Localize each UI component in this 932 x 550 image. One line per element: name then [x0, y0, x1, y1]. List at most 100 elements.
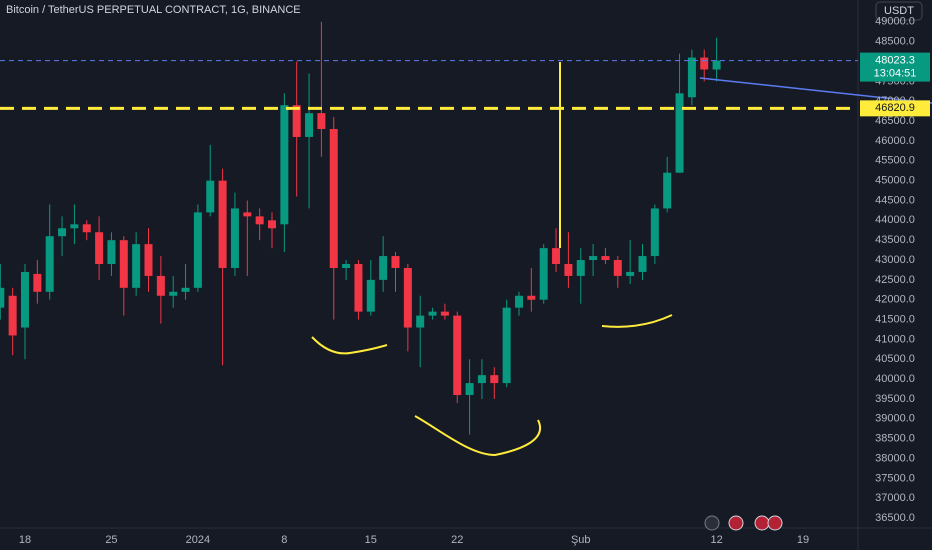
candle-body: [169, 291, 178, 296]
event-icon[interactable]: [704, 515, 720, 531]
y-tick-label: 45000.0: [875, 175, 915, 187]
y-tick-label: 40500.0: [875, 353, 915, 365]
candle-body: [305, 113, 314, 137]
candle-body: [663, 172, 672, 209]
candle-body: [502, 307, 511, 384]
candle-body: [8, 295, 17, 336]
price-countdown: 13:04:51: [874, 68, 917, 80]
candle-body: [354, 264, 363, 312]
y-tick-label: 38000.0: [875, 452, 915, 464]
currency-button-label[interactable]: USDT: [884, 5, 914, 17]
candle-body: [255, 216, 264, 225]
drawn-curve: [414, 415, 541, 457]
y-tick-label: 44000.0: [875, 214, 915, 226]
candle-body: [82, 224, 91, 233]
x-tick-label: 8: [281, 534, 287, 546]
candle-body: [490, 375, 499, 384]
x-tick-label: 25: [105, 534, 117, 546]
event-icons[interactable]: [704, 515, 783, 531]
candle-body: [477, 375, 486, 384]
candle-body: [95, 232, 104, 264]
x-tick-label: 22: [451, 534, 463, 546]
y-tick-label: 45500.0: [875, 155, 915, 167]
x-tick-label: 15: [365, 534, 377, 546]
candle-body: [342, 264, 351, 268]
y-tick-label: 42500.0: [875, 274, 915, 286]
candle-body: [601, 256, 610, 261]
candle-body: [453, 315, 462, 396]
candle-body: [21, 271, 29, 328]
candle-body: [403, 267, 412, 328]
candle-body: [379, 256, 388, 280]
candle-body: [650, 208, 659, 257]
y-tick-label: 48500.0: [875, 36, 915, 48]
plot-area: [0, 21, 721, 435]
candle-body: [564, 264, 573, 276]
event-icon[interactable]: [728, 515, 744, 531]
candle-body: [329, 129, 338, 268]
candle-body: [230, 208, 239, 268]
candle-body: [132, 244, 141, 288]
x-tick-label: 12: [710, 534, 722, 546]
candle-body: [428, 311, 437, 316]
y-tick-label: 36500.0: [875, 512, 915, 524]
candle-body: [119, 240, 128, 288]
y-tick-label: 40000.0: [875, 373, 915, 385]
candle-body: [317, 113, 326, 130]
price-label: 48023.3: [875, 55, 915, 67]
candle-body: [416, 315, 425, 328]
price-label-box: [860, 52, 930, 82]
y-tick-label: 39000.0: [875, 413, 915, 425]
y-tick-label: 46000.0: [875, 135, 915, 147]
candle-body: [527, 295, 536, 300]
candle-body: [107, 240, 116, 264]
candle-body: [539, 248, 548, 300]
drawn-curve: [311, 336, 388, 355]
y-tick-label: 43000.0: [875, 254, 915, 266]
currency-button[interactable]: [875, 1, 923, 21]
candle-body: [515, 295, 523, 308]
x-tick-label: Şub: [571, 534, 591, 546]
y-tick-label: 37500.0: [875, 472, 915, 484]
candle-body: [391, 256, 400, 268]
candle-body: [45, 236, 54, 292]
candle-body: [440, 311, 449, 316]
y-tick-label: 37000.0: [875, 492, 915, 504]
candle-body: [268, 220, 276, 229]
candle-body: [206, 180, 215, 213]
x-tick-label: 19: [797, 534, 809, 546]
candle-body: [0, 287, 5, 308]
candle-body: [465, 383, 474, 396]
candle-body: [687, 57, 696, 98]
candle-body: [193, 212, 202, 288]
event-icon[interactable]: [767, 515, 783, 531]
candle-body: [181, 287, 190, 292]
candle-body: [280, 105, 289, 225]
candle-body: [58, 228, 67, 237]
y-tick-label: 39500.0: [875, 393, 915, 405]
candle-body: [712, 60, 721, 70]
candle-body: [552, 248, 561, 264]
candle-body: [675, 93, 684, 173]
y-tick-label: 42000.0: [875, 294, 915, 306]
y-tick-label: 46500.0: [875, 115, 915, 127]
x-tick-label: 2024: [186, 534, 210, 546]
candle-body: [70, 224, 79, 229]
event-icon[interactable]: [754, 515, 770, 531]
x-tick-label: 18: [19, 534, 31, 546]
y-tick-label: 44500.0: [875, 194, 915, 206]
drawn-curve: [601, 314, 673, 328]
candle-body: [638, 256, 647, 272]
drawn-trend-line: [699, 77, 932, 104]
y-tick-label: 43500.0: [875, 234, 915, 246]
candle-body: [33, 273, 42, 292]
candle-body: [156, 275, 165, 296]
y-tick-label: 41000.0: [875, 333, 915, 345]
candle-body: [576, 260, 585, 276]
y-tick-label: 49000.0: [875, 16, 915, 28]
candle-body: [366, 279, 375, 312]
candle-body: [292, 105, 301, 137]
candle-body: [589, 256, 598, 261]
